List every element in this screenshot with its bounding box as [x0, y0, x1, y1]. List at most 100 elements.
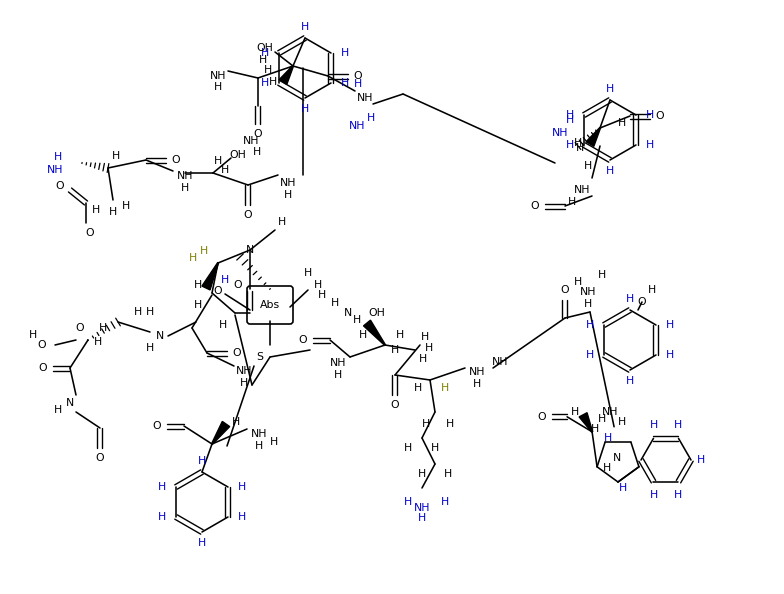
Text: H: H	[650, 420, 658, 430]
Text: NH: NH	[414, 503, 430, 513]
Text: O: O	[153, 421, 162, 431]
Text: H: H	[603, 463, 611, 473]
FancyBboxPatch shape	[247, 286, 293, 324]
Text: H: H	[134, 307, 142, 317]
Text: H: H	[441, 497, 449, 507]
Text: O: O	[56, 181, 64, 191]
Text: H: H	[574, 277, 583, 287]
Text: N: N	[66, 398, 74, 408]
Text: H: H	[367, 113, 375, 123]
Text: H: H	[421, 332, 429, 342]
Text: H: H	[574, 138, 583, 148]
Text: H: H	[404, 443, 412, 453]
Text: H: H	[122, 201, 130, 211]
Text: H: H	[278, 217, 286, 227]
Text: H: H	[318, 290, 326, 300]
Text: H: H	[646, 140, 654, 150]
Text: N: N	[344, 308, 352, 318]
Text: N: N	[613, 453, 621, 463]
Text: H: H	[444, 469, 452, 479]
Text: NH: NH	[357, 93, 373, 103]
Text: H: H	[221, 165, 229, 175]
Text: H: H	[604, 433, 612, 443]
Text: H: H	[284, 190, 292, 200]
Text: H: H	[626, 294, 634, 304]
Text: H: H	[181, 183, 189, 193]
Text: O: O	[96, 453, 104, 463]
Text: O: O	[244, 210, 252, 220]
Text: O: O	[390, 400, 399, 410]
Text: H: H	[198, 456, 206, 466]
Text: H: H	[94, 337, 102, 347]
Text: H: H	[618, 118, 626, 128]
Text: H: H	[270, 437, 278, 447]
Text: H: H	[418, 469, 426, 479]
Text: H: H	[425, 343, 433, 353]
Text: H: H	[214, 156, 222, 166]
Text: H: H	[341, 48, 349, 58]
Text: NH: NH	[236, 366, 252, 376]
Text: O: O	[76, 323, 85, 333]
Text: NH: NH	[469, 367, 485, 377]
Text: H: H	[146, 307, 154, 317]
Text: H: H	[598, 414, 606, 424]
Text: H: H	[606, 84, 614, 94]
Text: H: H	[598, 270, 606, 280]
Text: NH: NH	[492, 357, 508, 367]
Text: O: O	[637, 297, 646, 307]
Text: H: H	[646, 110, 654, 120]
Text: O: O	[214, 286, 223, 296]
Text: H: H	[158, 512, 166, 522]
Text: H: H	[404, 497, 412, 507]
Text: H: H	[314, 280, 322, 290]
Text: H: H	[261, 78, 269, 88]
Text: NH: NH	[574, 185, 590, 195]
Text: H: H	[219, 320, 227, 330]
Text: H: H	[431, 443, 439, 453]
Text: H: H	[354, 79, 362, 89]
Text: H: H	[109, 207, 117, 217]
Text: O: O	[299, 335, 307, 345]
Text: H: H	[674, 490, 682, 500]
Text: O: O	[85, 228, 94, 238]
Text: OH: OH	[256, 43, 274, 53]
Polygon shape	[586, 128, 601, 146]
Text: O: O	[38, 363, 47, 373]
Text: NH: NH	[210, 71, 227, 81]
Text: H: H	[341, 78, 349, 88]
Text: O: O	[38, 340, 46, 350]
Text: H: H	[586, 350, 594, 360]
Text: OH: OH	[230, 150, 246, 160]
Text: Abs: Abs	[260, 300, 280, 310]
Text: H: H	[29, 330, 37, 340]
Text: H: H	[259, 55, 267, 65]
Text: H: H	[568, 197, 576, 207]
Text: H: H	[240, 378, 248, 388]
Text: H: H	[626, 376, 634, 386]
Text: H: H	[54, 405, 62, 415]
Text: H: H	[566, 140, 574, 150]
Text: H: H	[674, 420, 682, 430]
Text: H: H	[648, 285, 656, 295]
Text: O: O	[254, 129, 263, 139]
Text: NH: NH	[349, 121, 365, 131]
Text: H: H	[666, 350, 674, 360]
Text: H: H	[650, 490, 658, 500]
Text: O: O	[561, 285, 569, 295]
Polygon shape	[579, 413, 593, 432]
Text: S: S	[256, 352, 263, 362]
Text: NH: NH	[579, 287, 597, 297]
Text: O: O	[531, 201, 539, 211]
Text: H: H	[576, 143, 584, 153]
Text: N: N	[156, 331, 164, 341]
Text: H: H	[304, 268, 312, 278]
Text: H: H	[353, 315, 361, 325]
Text: H: H	[214, 82, 222, 92]
Polygon shape	[202, 263, 219, 290]
Text: H: H	[221, 275, 229, 285]
Text: H: H	[92, 205, 100, 215]
Text: H: H	[99, 323, 107, 333]
Text: NH: NH	[176, 171, 193, 181]
Text: NH: NH	[243, 136, 260, 146]
Text: O: O	[538, 412, 546, 422]
